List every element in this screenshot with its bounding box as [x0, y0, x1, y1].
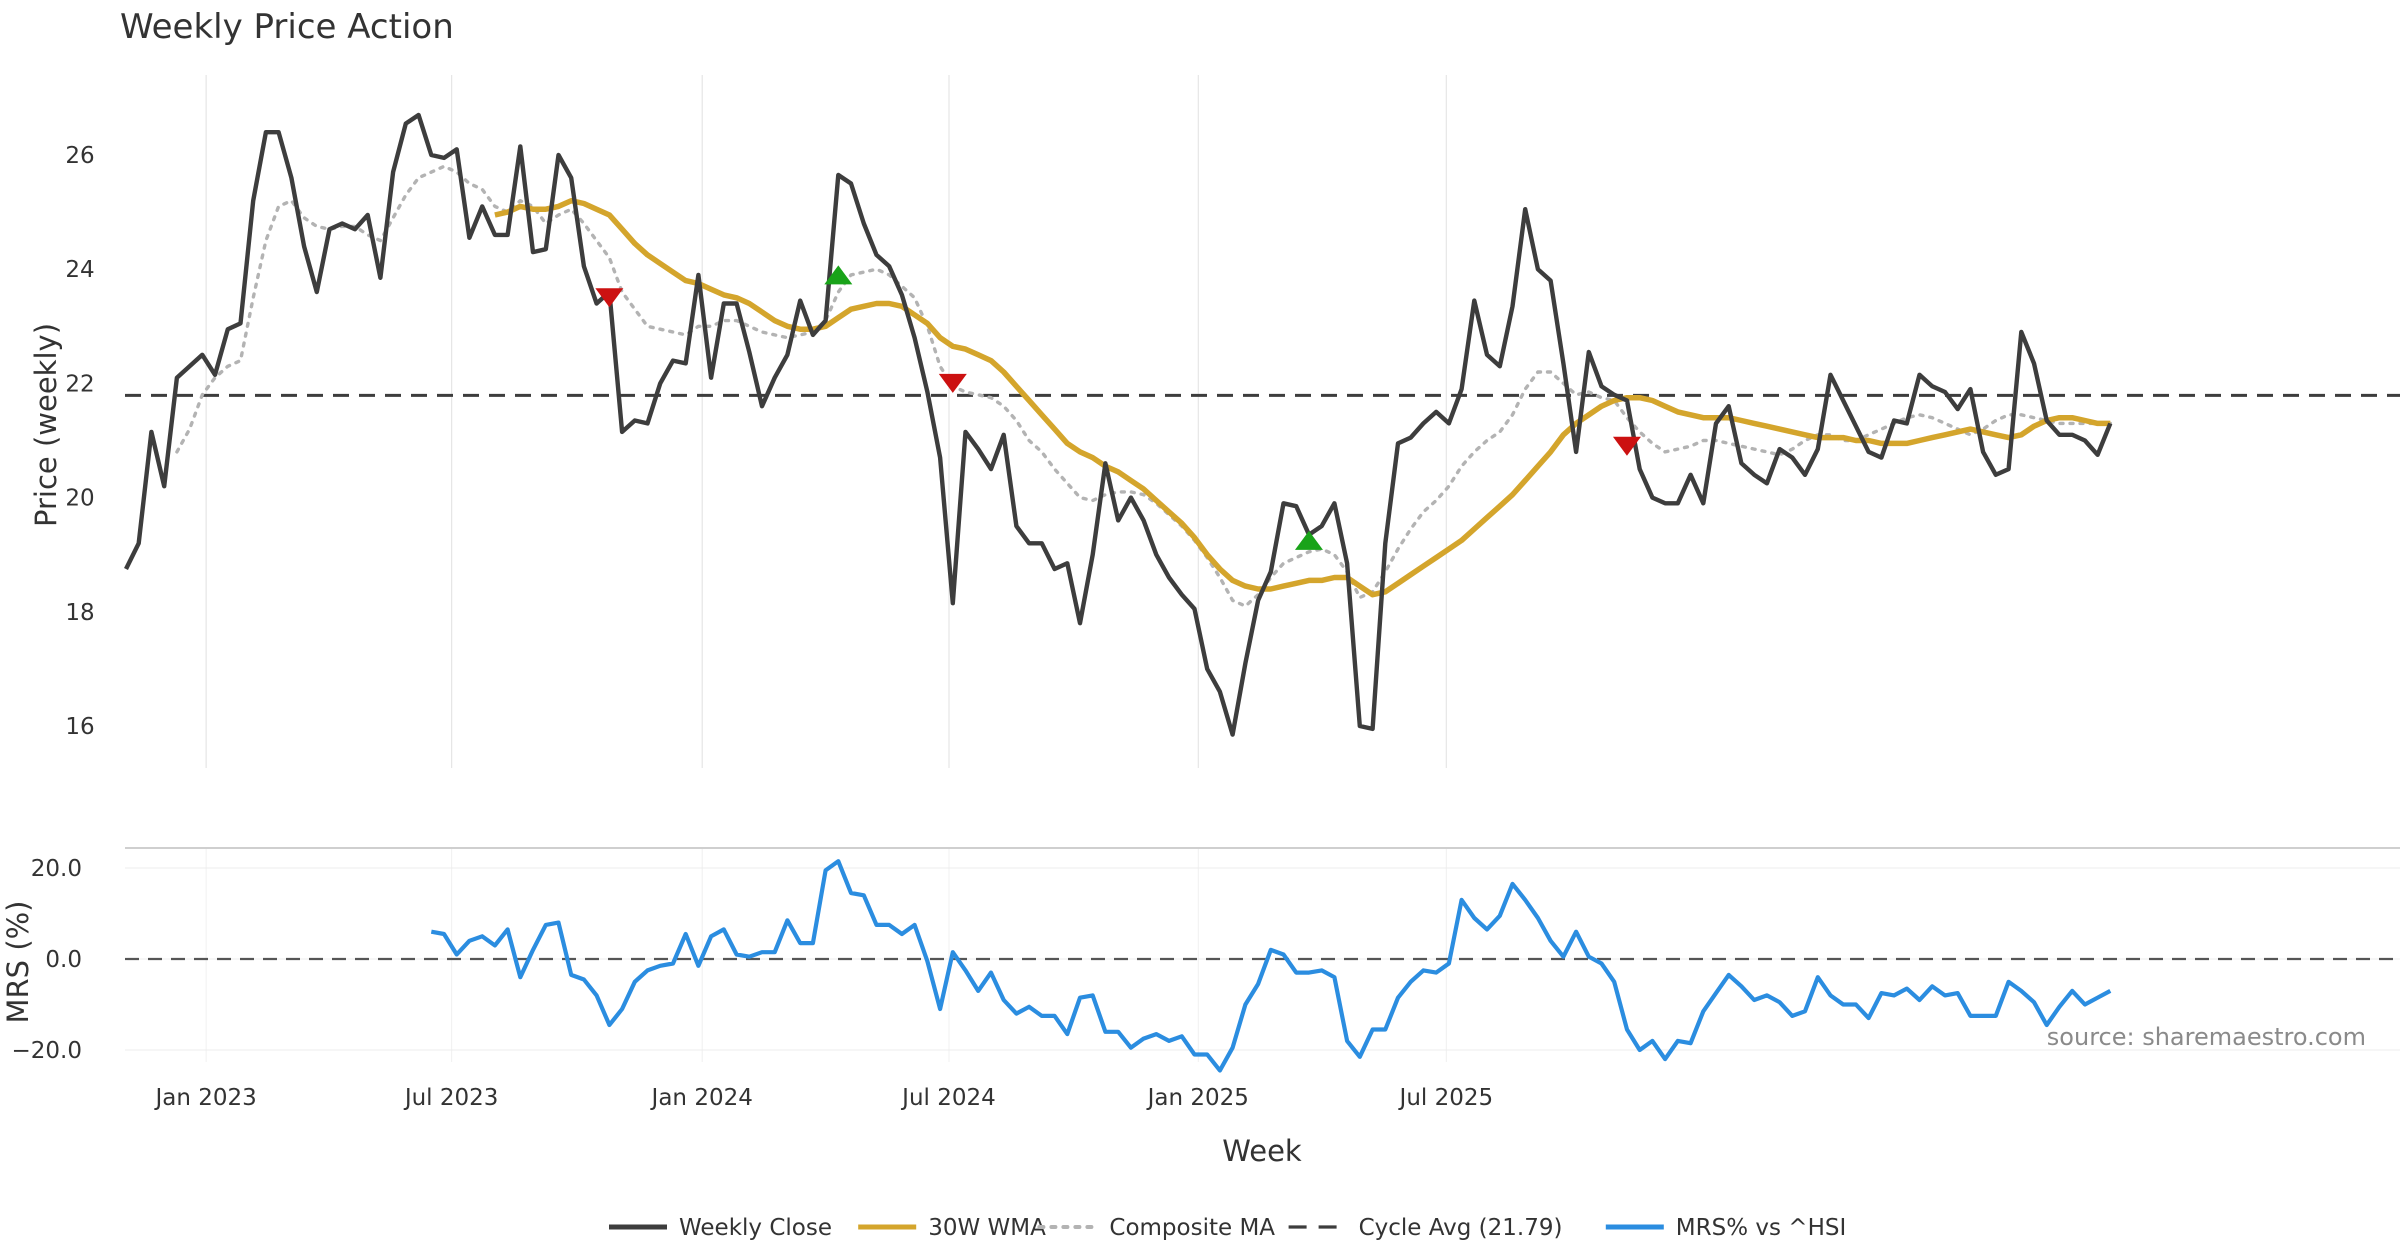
wma-30w-line — [494, 197, 2111, 598]
legend-label: Cycle Avg (21.79) — [1359, 1215, 1563, 1241]
buy-signal-marker — [1294, 530, 1323, 550]
legend-item: 30W WMA — [858, 1215, 1046, 1241]
legend-item: Weekly Close — [609, 1215, 832, 1241]
chart-title: Weekly Price Action — [120, 7, 454, 47]
tick-labels: 16 18 20 22 24 26 20.0 0.0 −20.0 Jan 2023 Jul 2023… — [12, 143, 1494, 1111]
mrs-y-axis-title: MRS (%) — [1, 901, 35, 1024]
x-tick-label: Jul 2023 — [403, 1085, 499, 1111]
legend-item: Composite MA — [1037, 1215, 1275, 1241]
price-y-tick-label: 20 — [65, 486, 94, 512]
source-note: source: sharemaestro.com — [2047, 1023, 2366, 1051]
price-y-tick-label: 26 — [65, 143, 94, 169]
composite-ma-line — [175, 164, 2112, 608]
x-tick-label: Jan 2024 — [650, 1085, 753, 1111]
x-tick-label: Jul 2025 — [1398, 1085, 1494, 1111]
sell-signal-marker — [938, 373, 967, 393]
legend-label: Weekly Close — [679, 1215, 832, 1241]
reference-lines — [125, 393, 2400, 961]
legend-item: Cycle Avg (21.79) — [1288, 1215, 1563, 1241]
sell-signal-marker — [1612, 436, 1641, 456]
legend: Weekly Close 30W WMA Composite MA Cycle Avg… — [609, 1215, 1846, 1241]
mrs-y-tick-label: 20.0 — [31, 856, 82, 882]
legend-label: 30W WMA — [928, 1215, 1046, 1241]
x-tick-label: Jan 2023 — [153, 1085, 256, 1111]
legend-item: MRS% vs ^HSI — [1605, 1215, 1846, 1241]
price-y-tick-label: 16 — [65, 714, 94, 740]
mrs-y-tick-label: 0.0 — [45, 947, 82, 973]
legend-label: MRS% vs ^HSI — [1676, 1215, 1846, 1241]
legend-label: Composite MA — [1109, 1215, 1275, 1241]
x-axis-title: Week — [1222, 1134, 1302, 1168]
weekly-close-line — [124, 112, 2113, 737]
mrs-y-tick-label: −20.0 — [12, 1038, 82, 1064]
mrs-line — [430, 859, 2112, 1073]
price-y-tick-label: 24 — [65, 257, 94, 283]
x-tick-label: Jan 2025 — [1146, 1085, 1249, 1111]
price-y-tick-label: 18 — [65, 600, 94, 626]
series-lines — [124, 112, 2113, 1073]
signal-markers — [595, 265, 1641, 550]
x-tick-label: Jul 2024 — [900, 1085, 996, 1111]
price-y-axis-title: Price (weekly) — [29, 323, 63, 527]
buy-signal-marker — [824, 265, 853, 285]
price-y-tick-label: 22 — [65, 371, 94, 397]
sell-signal-marker — [595, 288, 624, 308]
